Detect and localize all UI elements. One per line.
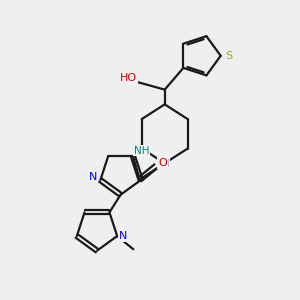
Text: O: O <box>158 158 167 168</box>
Text: HO: HO <box>120 73 137 83</box>
Text: N: N <box>118 231 127 241</box>
Text: N: N <box>89 172 97 182</box>
Text: S: S <box>225 51 233 61</box>
Text: NH: NH <box>134 146 150 155</box>
Text: N: N <box>160 159 169 169</box>
